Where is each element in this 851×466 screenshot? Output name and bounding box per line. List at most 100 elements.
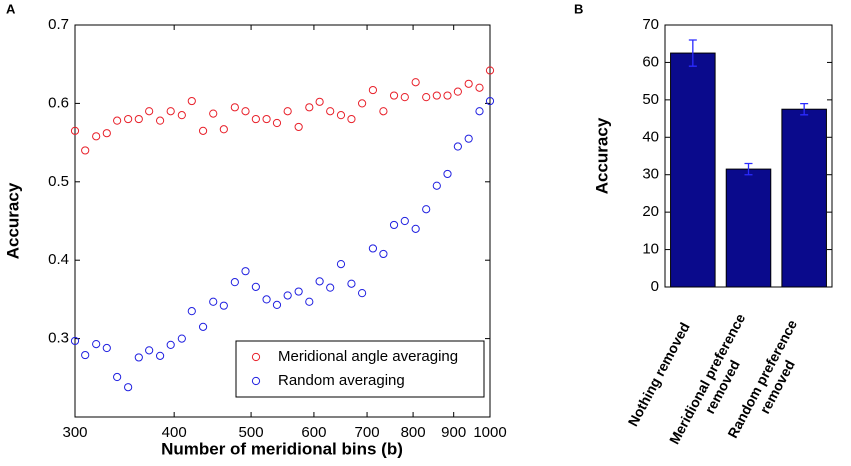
- point: [241, 267, 250, 276]
- panel-label: A: [6, 1, 16, 16]
- legend-marker: [251, 376, 261, 386]
- point: [81, 350, 90, 360]
- x-tick-label: 900: [441, 424, 466, 441]
- y-tick-label: 70: [642, 16, 659, 33]
- y-tick-label: 0.6: [48, 94, 69, 111]
- point: [198, 126, 208, 135]
- point: [166, 340, 175, 349]
- point: [326, 107, 335, 116]
- point: [485, 66, 495, 75]
- point: [432, 181, 441, 190]
- point: [134, 353, 143, 362]
- point: [464, 79, 473, 88]
- point: [102, 129, 111, 138]
- point: [272, 118, 282, 128]
- point: [368, 244, 378, 253]
- point: [177, 111, 186, 120]
- y-tick-label: 0: [651, 278, 659, 295]
- point: [166, 107, 175, 116]
- y-axis-label: Accuracy: [592, 117, 611, 194]
- point: [294, 287, 303, 296]
- y-tick-label: 40: [642, 128, 659, 145]
- x-tick-label: 700: [355, 424, 380, 441]
- x-tick-label: 1000: [473, 424, 506, 441]
- bar: [725, 168, 772, 288]
- point: [219, 301, 228, 310]
- point: [262, 295, 271, 304]
- point: [209, 109, 218, 118]
- point: [113, 116, 122, 125]
- point: [124, 114, 133, 124]
- point: [124, 383, 133, 392]
- y-tick-label: 0.4: [48, 251, 69, 268]
- point: [134, 114, 143, 124]
- point: [400, 93, 409, 102]
- point: [357, 99, 367, 108]
- axes-frame: [74, 24, 491, 418]
- point: [230, 278, 239, 287]
- point: [251, 282, 260, 291]
- point: [177, 334, 186, 343]
- point: [145, 346, 154, 355]
- point: [241, 107, 250, 116]
- point: [187, 96, 196, 106]
- error-bar: [800, 102, 809, 116]
- y-tick-label: 10: [642, 241, 659, 258]
- point: [92, 132, 101, 141]
- point: [453, 142, 462, 151]
- point: [155, 351, 165, 360]
- x-tick-label: 300: [62, 424, 87, 441]
- point: [389, 91, 399, 100]
- panel-label: B: [574, 1, 583, 16]
- point: [155, 116, 165, 125]
- point: [198, 322, 208, 331]
- legend-label: Meridional angle averaging: [278, 348, 458, 365]
- axes-frame: [664, 24, 833, 288]
- point: [113, 372, 122, 382]
- point: [283, 291, 292, 300]
- point: [219, 125, 228, 134]
- bar: [781, 108, 827, 288]
- legend-label: Random averaging: [278, 372, 405, 389]
- point: [422, 205, 431, 214]
- point: [464, 134, 473, 143]
- point: [102, 343, 111, 353]
- point: [347, 114, 356, 124]
- point: [336, 260, 346, 269]
- point: [70, 336, 80, 346]
- y-tick-label: 30: [642, 166, 659, 183]
- point: [379, 107, 388, 116]
- point: [272, 300, 282, 309]
- error-bar: [688, 39, 697, 67]
- point: [92, 339, 101, 349]
- point: [443, 169, 452, 179]
- point: [400, 216, 409, 226]
- point: [81, 146, 90, 155]
- point: [485, 96, 495, 106]
- point: [411, 224, 420, 233]
- point: [145, 107, 154, 116]
- point: [389, 220, 399, 230]
- point: [251, 114, 260, 124]
- point: [379, 249, 388, 259]
- point: [315, 277, 324, 286]
- bar: [670, 52, 716, 288]
- y-tick-label: 20: [642, 203, 659, 220]
- x-tick-label: 400: [162, 424, 187, 441]
- legend-marker: [251, 352, 261, 362]
- point: [475, 107, 484, 116]
- y-axis-label: Accuracy: [3, 182, 22, 259]
- point: [411, 78, 420, 87]
- point: [422, 93, 431, 102]
- x-tick-label: 800: [401, 424, 426, 441]
- point: [453, 87, 462, 96]
- point: [305, 103, 314, 112]
- y-tick-label: 0.7: [48, 16, 69, 33]
- point: [368, 85, 378, 95]
- point: [283, 107, 292, 116]
- x-tick-label: 600: [301, 424, 326, 441]
- x-axis-label: Number of meridional bins (b): [161, 439, 403, 458]
- point: [70, 126, 80, 135]
